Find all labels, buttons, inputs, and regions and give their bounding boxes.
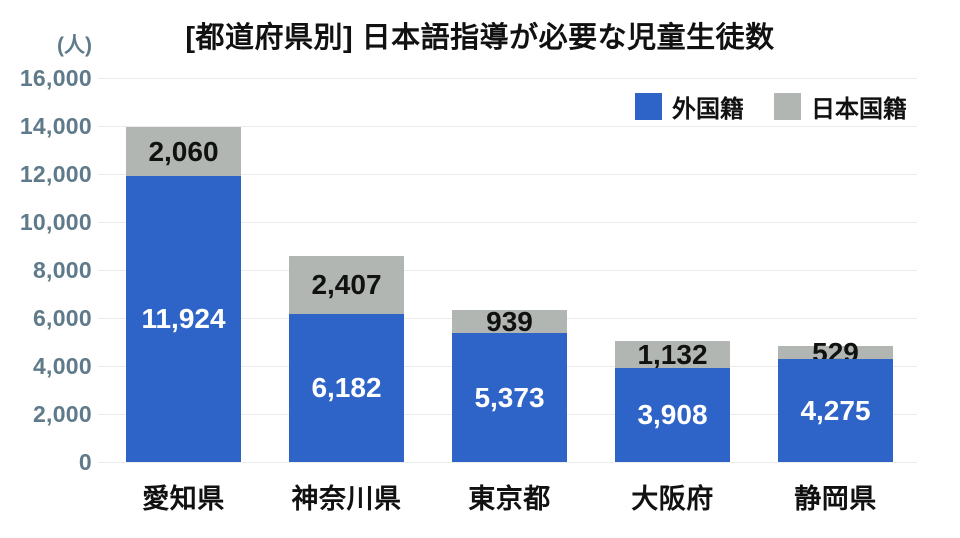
bars-layer: 2,060 11,924 2,407 6,182 939 5,373 1,132 3,908 5… <box>102 78 917 462</box>
x-axis-category-label: 愛知県 <box>142 484 225 514</box>
legend-label: 外国籍 <box>672 96 744 123</box>
value-label: 5,373 <box>474 381 545 413</box>
x-axis-category-label: 東京都 <box>468 484 551 514</box>
y-axis-tick-label: 2,000 <box>32 401 92 427</box>
legend-swatch-icon <box>635 93 662 120</box>
y-axis-tick-label: 6,000 <box>32 305 92 331</box>
segment-japanese-nationality: 2,060 <box>126 127 241 176</box>
gridline <box>98 77 917 79</box>
x-axis-category-label: 静岡県 <box>794 484 877 514</box>
gridline <box>98 269 917 271</box>
bar-group: 939 5,373 <box>428 78 591 462</box>
segment-foreign-nationality: 4,275 <box>778 359 893 462</box>
gridline <box>98 173 917 175</box>
value-label: 1,132 <box>637 338 708 370</box>
stacked-bar: 939 5,373 <box>452 305 567 462</box>
x-axis-category-label: 大阪府 <box>631 484 714 514</box>
segment-foreign-nationality: 6,182 <box>289 314 404 462</box>
bar-group: 529 4,275 <box>754 78 917 462</box>
stacked-bar: 2,060 11,924 <box>126 127 241 462</box>
legend-swatch-icon <box>774 93 801 120</box>
value-label: 11,924 <box>141 303 226 334</box>
y-axis-tick-label: 12,000 <box>19 161 92 187</box>
y-axis-unit-label: (人) <box>57 34 92 57</box>
stacked-bar: 2,407 6,182 <box>289 256 404 462</box>
legend-item: 日本国籍 <box>774 89 907 124</box>
segment-foreign-nationality: 3,908 <box>615 368 730 462</box>
legend-item: 外国籍 <box>635 89 744 124</box>
value-label: 939 <box>486 305 533 337</box>
segment-japanese-nationality: 529 <box>778 338 893 366</box>
bar-group: 2,060 11,924 <box>102 78 265 462</box>
y-axis-tick-label: 14,000 <box>19 113 92 139</box>
gridline <box>98 461 917 463</box>
bar-group: 2,407 6,182 <box>265 78 428 462</box>
value-label: 2,060 <box>148 135 219 167</box>
gridline <box>98 125 917 127</box>
value-label: 4,275 <box>800 394 871 426</box>
value-label: 2,407 <box>311 269 382 300</box>
stacked-bar: 529 4,275 <box>778 338 893 462</box>
value-label: 3,908 <box>637 399 708 430</box>
chart-title: [都道府県別] 日本語指導が必要な児童生徒数 <box>185 22 775 54</box>
stacked-bar: 1,132 3,908 <box>615 338 730 462</box>
bar-group: 1,132 3,908 <box>591 78 754 462</box>
segment-japanese-nationality: 939 <box>452 305 567 337</box>
y-axis-tick-label: 8,000 <box>32 257 92 283</box>
y-axis-tick-labels: 0 2,000 4,000 6,000 8,000 10,000 12,000 14,000 1… <box>0 0 92 538</box>
segment-japanese-nationality: 2,407 <box>289 256 404 314</box>
x-axis-category-labels: 愛知県 神奈川県 東京都 大阪府 静岡県 <box>102 477 917 516</box>
gridline <box>98 221 917 223</box>
legend-label: 日本国籍 <box>811 96 907 123</box>
y-axis-tick-label: 0 <box>78 449 92 475</box>
segment-foreign-nationality: 5,373 <box>452 333 567 462</box>
chart-legend: 外国籍 日本国籍 <box>635 89 907 124</box>
y-axis-tick-label: 4,000 <box>32 353 92 379</box>
x-axis-category-label: 神奈川県 <box>291 484 402 514</box>
y-axis-tick-label: 10,000 <box>19 209 92 235</box>
segment-japanese-nationality: 1,132 <box>615 338 730 370</box>
segment-foreign-nationality: 11,924 <box>126 176 241 462</box>
value-label: 6,182 <box>311 372 382 403</box>
y-axis-tick-label: 16,000 <box>19 65 92 91</box>
